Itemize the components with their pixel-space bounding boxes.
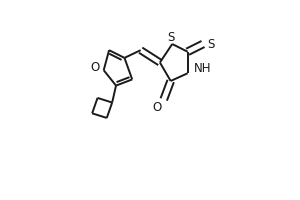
Text: S: S: [207, 38, 214, 51]
Text: O: O: [91, 61, 100, 74]
Text: O: O: [152, 101, 161, 114]
Text: S: S: [167, 31, 174, 44]
Text: NH: NH: [194, 62, 211, 75]
